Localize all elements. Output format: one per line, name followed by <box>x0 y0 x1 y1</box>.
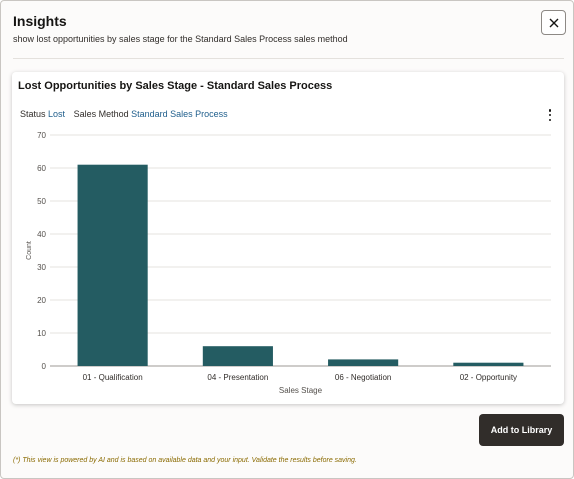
y-tick-label: 0 <box>42 362 47 371</box>
close-button[interactable] <box>541 10 566 35</box>
x-tick-label: 02 - Opportunity <box>460 373 517 382</box>
add-to-library-button[interactable]: Add to Library <box>479 414 564 446</box>
x-axis-label: Sales Stage <box>279 386 323 395</box>
y-tick-label: 10 <box>37 329 46 338</box>
bar-chart: 0 10 20 30 40 50 60 70 01 - Qualification 04 - Pr… <box>26 131 551 395</box>
y-tick-label: 30 <box>37 263 46 272</box>
status-filter-value[interactable]: Lost <box>48 109 66 119</box>
y-axis-label: Count <box>26 241 33 260</box>
more-vertical-icon[interactable] <box>545 107 555 123</box>
x-tick-label: 04 - Presentation <box>207 373 268 382</box>
x-tick-label: 01 - Qualification <box>83 373 143 382</box>
close-icon <box>549 18 558 27</box>
y-tick-label: 60 <box>37 164 46 173</box>
y-tick-label: 50 <box>37 197 46 206</box>
x-tick-label: 06 - Negotiation <box>335 373 391 382</box>
dialog-title: Insights <box>13 13 67 29</box>
dialog-subtitle: show lost opportunities by sales stage f… <box>13 34 348 44</box>
ai-disclaimer: (*) This view is powered by AI and is ba… <box>13 457 357 464</box>
method-filter-label: Sales Method <box>73 109 129 119</box>
chart-card-title: Lost Opportunities by Sales Stage - Stan… <box>18 80 333 92</box>
y-tick-label: 70 <box>37 131 46 140</box>
bar <box>328 359 399 366</box>
bar <box>77 164 148 366</box>
y-tick-label: 20 <box>37 296 46 305</box>
chart-filters: Status Lost Sales Method Standard Sales … <box>20 109 228 119</box>
bar <box>202 346 273 366</box>
header-divider <box>13 58 564 59</box>
status-filter-label: Status <box>20 109 46 119</box>
chart-card: Lost Opportunities by Sales Stage - Stan… <box>12 72 564 404</box>
y-tick-label: 40 <box>37 230 46 239</box>
bar <box>453 362 524 366</box>
method-filter-value[interactable]: Standard Sales Process <box>131 109 228 119</box>
